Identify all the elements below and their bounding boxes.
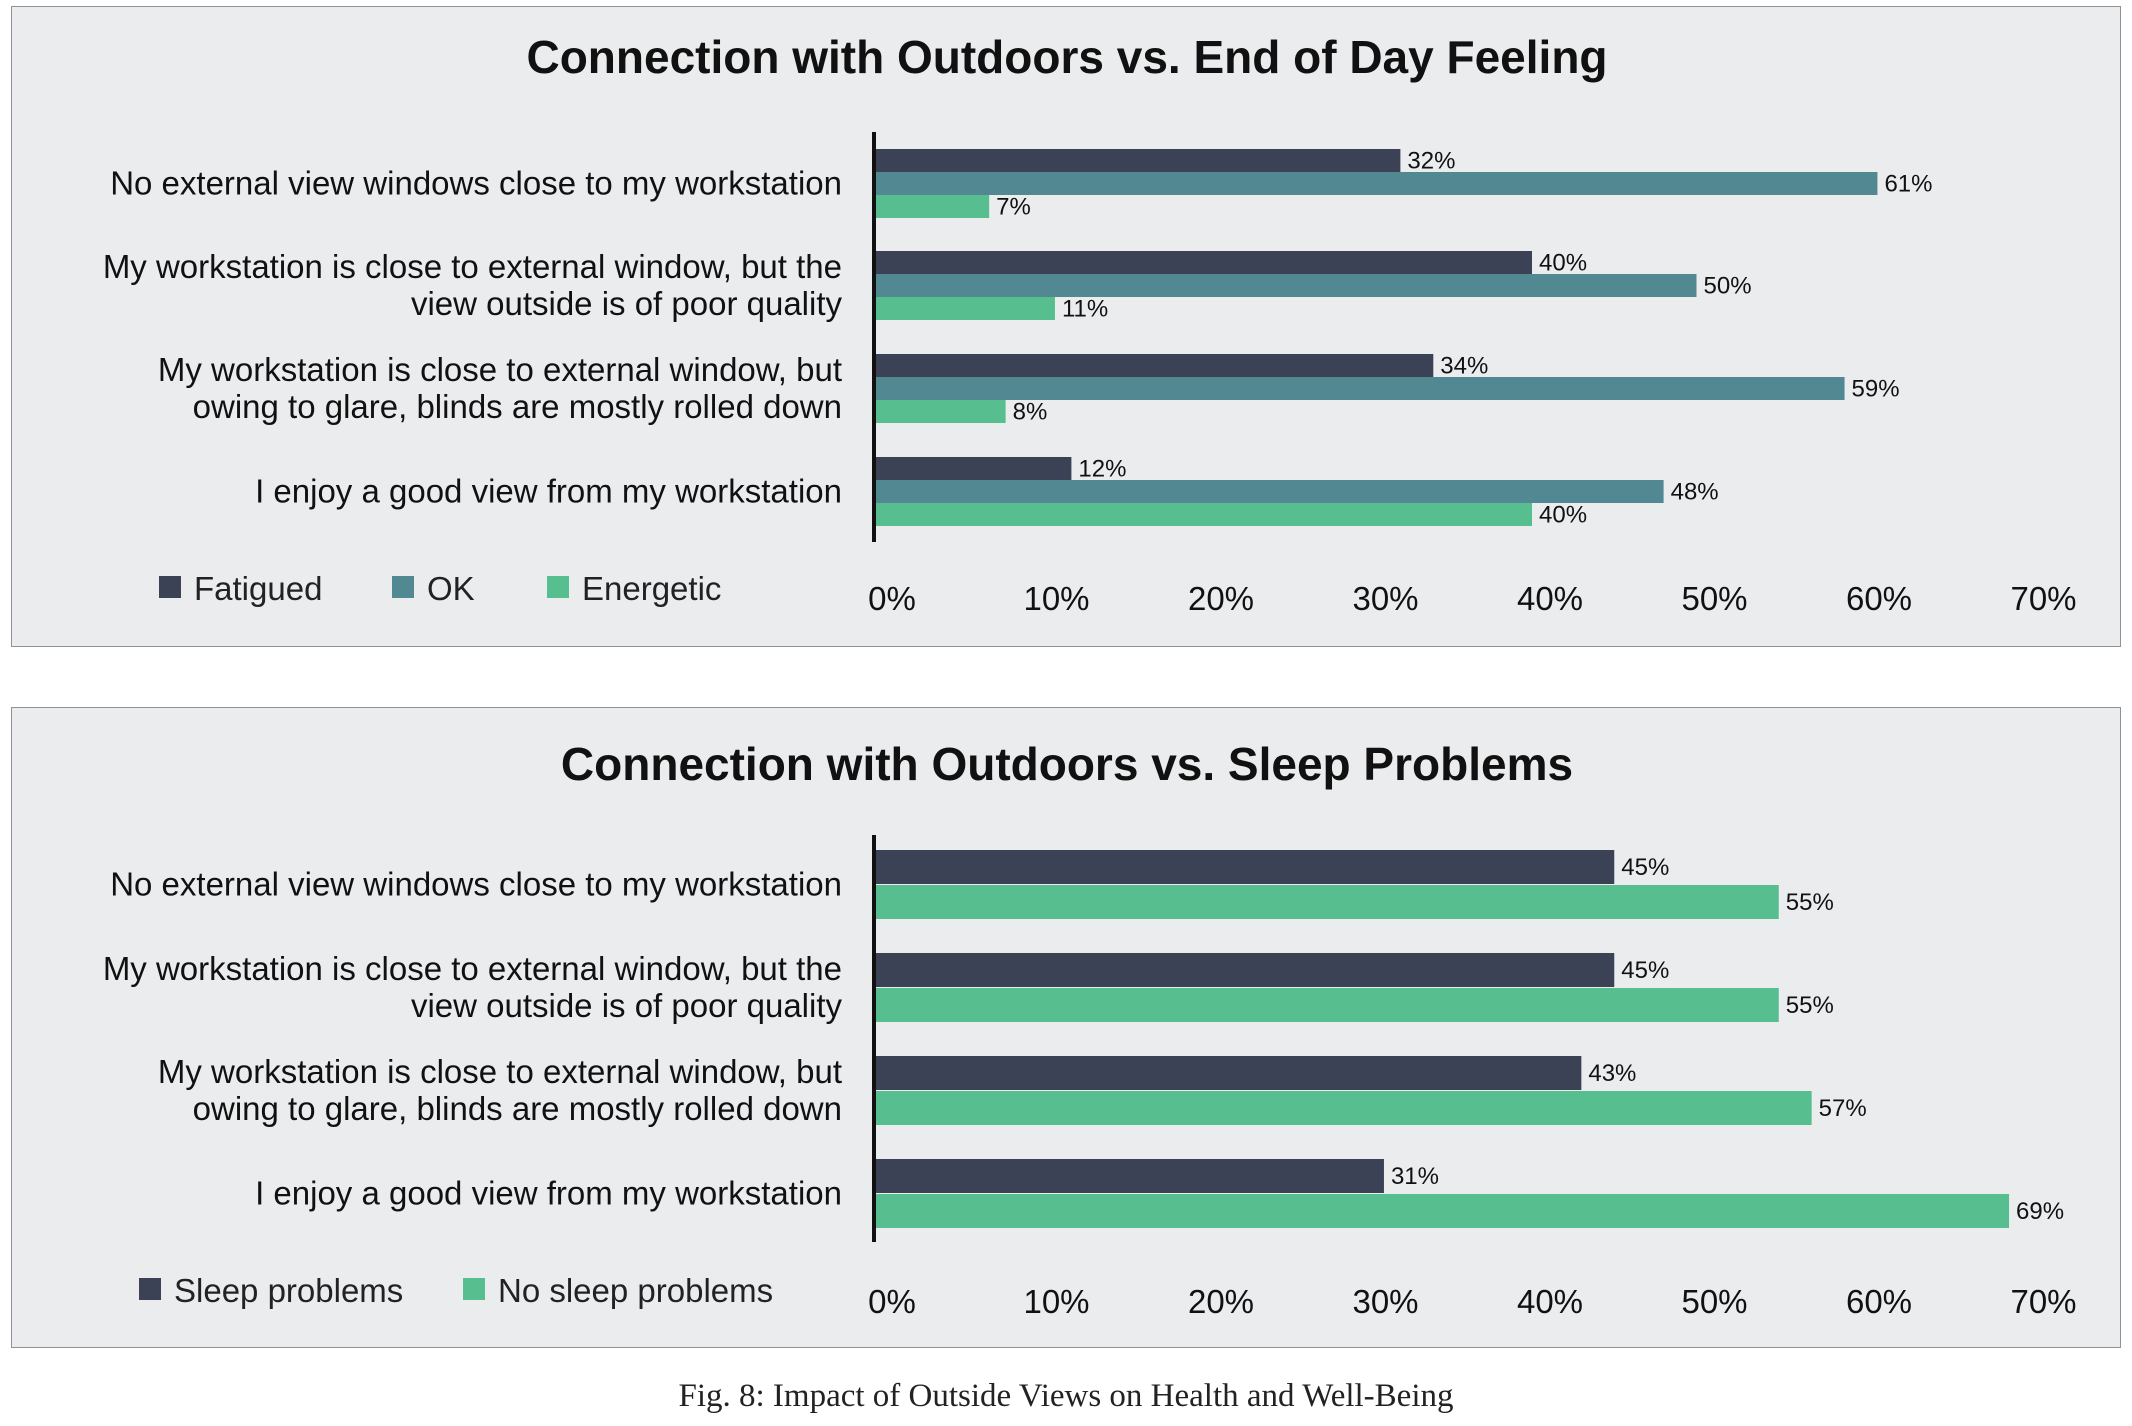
category-label: My workstation is close to external wind… (158, 351, 842, 388)
category-label: No external view windows close to my wor… (110, 866, 842, 903)
data-label: 55% (1786, 992, 1834, 1019)
legend-label: Energetic (582, 570, 721, 607)
chart-title: Connection with Outdoors vs. End of Day … (526, 31, 1607, 83)
legend-swatch-fatigued (159, 576, 181, 598)
x-tick-label: 50% (1681, 580, 1747, 617)
bar-sleep-problems (874, 1056, 1582, 1090)
category-label: I enjoy a good view from my workstation (255, 1175, 842, 1212)
bar-ok (874, 480, 1664, 503)
bar-energetic (874, 503, 1532, 526)
legend-label: OK (427, 570, 475, 607)
data-label: 31% (1391, 1163, 1439, 1190)
legend-swatch-ok (392, 576, 414, 598)
bar-energetic (874, 297, 1055, 320)
chart-panel-sleep-problems: Connection with Outdoors vs. Sleep Probl… (11, 707, 2121, 1348)
x-tick-label: 60% (1846, 1283, 1912, 1320)
x-tick-label: 60% (1846, 580, 1912, 617)
category-label: owing to glare, blinds are mostly rolled… (193, 388, 842, 425)
data-label: 45% (1621, 854, 1669, 881)
legend-swatch-no-sleep-problems (463, 1278, 485, 1300)
data-label: 12% (1078, 456, 1126, 483)
data-label: 57% (1819, 1095, 1867, 1122)
chart-title: Connection with Outdoors vs. Sleep Probl… (561, 738, 1573, 790)
x-tick-label: 30% (1352, 580, 1418, 617)
category-label: My workstation is close to external wind… (103, 950, 842, 987)
x-tick-label: 20% (1188, 580, 1254, 617)
data-label: 45% (1621, 957, 1669, 984)
bar-ok (874, 377, 1845, 400)
bar-fatigued (874, 457, 1072, 480)
bar-ok (874, 172, 1878, 195)
data-label: 59% (1852, 376, 1900, 403)
x-tick-label: 0% (868, 1283, 916, 1320)
legend-label: Sleep problems (174, 1272, 403, 1309)
bar-no-sleep-problems (874, 1194, 2010, 1228)
figure-caption: Fig. 8: Impact of Outside Views on Healt… (678, 1378, 1454, 1414)
bar-no-sleep-problems (874, 885, 1779, 919)
data-label: 40% (1539, 250, 1587, 277)
legend-swatch-sleep-problems (139, 1278, 161, 1300)
legend-label: No sleep problems (498, 1272, 773, 1309)
data-label: 40% (1539, 502, 1587, 529)
category-label: view outside is of poor quality (411, 285, 843, 322)
data-label: 7% (996, 194, 1031, 221)
category-label: My workstation is close to external wind… (158, 1053, 842, 1090)
legend-swatch-energetic (547, 576, 569, 598)
bar-sleep-problems (874, 1159, 1384, 1193)
x-tick-label: 10% (1023, 1283, 1089, 1320)
bar-no-sleep-problems (874, 1091, 1812, 1125)
x-tick-label: 0% (868, 580, 916, 617)
bar-sleep-problems (874, 850, 1615, 884)
bar-fatigued (874, 354, 1434, 377)
data-label: 48% (1671, 479, 1719, 506)
chart-panel-end-of-day-feeling: Connection with Outdoors vs. End of Day … (11, 6, 2121, 647)
category-label: No external view windows close to my wor… (110, 165, 842, 202)
bar-sleep-problems (874, 953, 1615, 987)
category-label: I enjoy a good view from my workstation (255, 473, 842, 510)
data-label: 34% (1440, 353, 1488, 380)
data-label: 8% (1013, 399, 1048, 426)
x-tick-label: 70% (2010, 580, 2076, 617)
bar-energetic (874, 400, 1006, 423)
x-tick-label: 10% (1023, 580, 1089, 617)
category-label: view outside is of poor quality (411, 987, 843, 1024)
data-label: 11% (1062, 296, 1108, 323)
x-tick-label: 70% (2010, 1283, 2076, 1320)
bar-fatigued (874, 149, 1401, 172)
chart-end-of-day-feeling: Connection with Outdoors vs. End of Day … (103, 31, 2077, 617)
x-tick-label: 50% (1681, 1283, 1747, 1320)
legend-label: Fatigued (194, 570, 322, 607)
data-label: 32% (1407, 148, 1455, 175)
bar-energetic (874, 195, 990, 218)
data-label: 69% (2016, 1198, 2064, 1225)
data-label: 61% (1884, 171, 1932, 198)
category-label: owing to glare, blinds are mostly rolled… (193, 1090, 842, 1127)
category-label: My workstation is close to external wind… (103, 248, 842, 285)
bar-ok (874, 274, 1697, 297)
data-label: 43% (1588, 1060, 1636, 1087)
x-tick-label: 30% (1352, 1283, 1418, 1320)
x-tick-label: 20% (1188, 1283, 1254, 1320)
bar-fatigued (874, 251, 1532, 274)
bar-no-sleep-problems (874, 988, 1779, 1022)
chart-sleep-problems: Connection with Outdoors vs. Sleep Probl… (103, 738, 2077, 1320)
data-label: 50% (1704, 273, 1752, 300)
x-tick-label: 40% (1517, 580, 1583, 617)
data-label: 55% (1786, 889, 1834, 916)
x-tick-label: 40% (1517, 1283, 1583, 1320)
